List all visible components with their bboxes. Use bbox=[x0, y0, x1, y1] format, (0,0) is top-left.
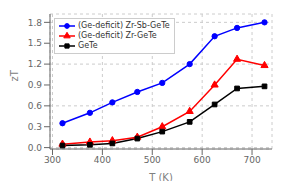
svg-text:0.0: 0.0 bbox=[28, 143, 43, 153]
html-text:GeTe: GeTe bbox=[78, 41, 98, 50]
svg-text:0.9: 0.9 bbox=[28, 80, 43, 90]
svg-text:1.5: 1.5 bbox=[28, 38, 42, 48]
html-text:(Ge-deficit) Zr-GeTe: (Ge-deficit) Zr-GeTe bbox=[78, 31, 157, 40]
svg-text:1.8: 1.8 bbox=[28, 18, 43, 28]
html-text:(Ge-deficit) Zr-Sb-GeTe: (Ge-deficit) Zr-Sb-GeTe bbox=[78, 21, 170, 30]
svg-text:600: 600 bbox=[194, 155, 211, 165]
svg-text:500: 500 bbox=[144, 155, 161, 165]
svg-text:T (K): T (K) bbox=[148, 172, 173, 181]
svg-text:400: 400 bbox=[94, 155, 111, 165]
svg-text:0.3: 0.3 bbox=[28, 122, 42, 132]
svg-text:zT: zT bbox=[9, 69, 20, 81]
svg-text:300: 300 bbox=[44, 155, 61, 165]
svg-text:1.2: 1.2 bbox=[28, 59, 42, 69]
svg-text:0.6: 0.6 bbox=[28, 101, 43, 111]
svg-text:700: 700 bbox=[243, 155, 260, 165]
